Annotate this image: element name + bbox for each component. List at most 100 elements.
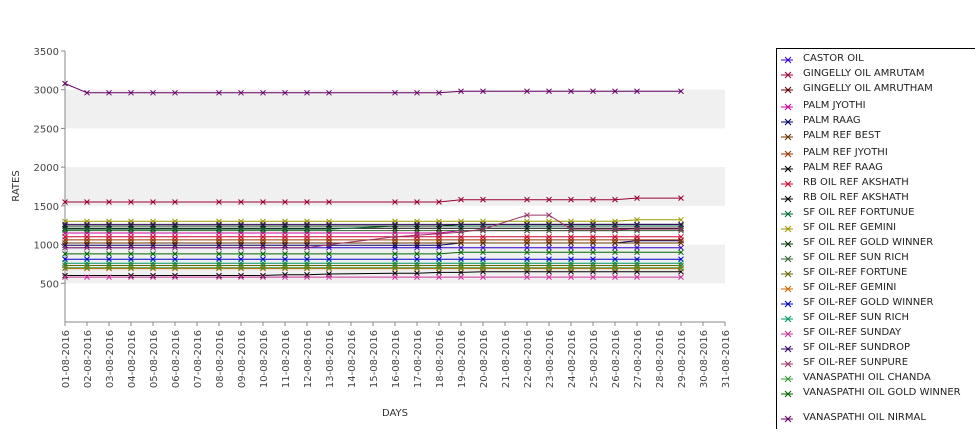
data-point [480, 196, 486, 203]
data-point [128, 89, 134, 96]
data-point [150, 251, 156, 257]
data-point [678, 249, 684, 256]
data-point [414, 232, 420, 239]
data-point [150, 233, 156, 240]
y-tick-label: 2000 [34, 163, 59, 174]
data-point [216, 223, 222, 229]
data-point [304, 251, 310, 257]
data-point [612, 260, 618, 267]
data-point [282, 199, 288, 205]
data-point [326, 274, 332, 280]
legend-marker [781, 195, 793, 203]
data-point [568, 265, 574, 272]
data-point [216, 274, 222, 280]
data-point [436, 251, 442, 257]
data-point [590, 249, 596, 256]
data-point [304, 227, 310, 234]
data-point [612, 249, 618, 256]
data-point [678, 244, 684, 251]
data-point [458, 274, 464, 280]
legend-x-mark [784, 71, 792, 79]
data-point [62, 274, 68, 280]
data-point [260, 260, 266, 267]
data-point [326, 260, 332, 267]
data-point [260, 221, 266, 228]
data-point [282, 242, 288, 249]
data-point [282, 233, 288, 240]
legend-x-mark [784, 118, 792, 126]
data-point [634, 265, 640, 272]
x-tick-label: 21-08-2016 [501, 330, 512, 388]
data-point [546, 244, 552, 251]
data-point [216, 89, 222, 96]
data-point [150, 260, 156, 267]
data-point [480, 227, 486, 234]
data-point [84, 260, 90, 267]
data-point [392, 265, 398, 272]
data-point [62, 272, 68, 279]
data-point [84, 242, 90, 249]
data-point [62, 199, 68, 205]
data-point [612, 221, 618, 228]
legend-marker [781, 375, 793, 383]
data-point [238, 260, 244, 267]
data-point [128, 251, 134, 257]
legend-marker [781, 415, 793, 423]
data-point [568, 226, 574, 232]
legend-marker [781, 71, 793, 79]
data-point [546, 233, 552, 240]
legend-marker [781, 180, 793, 188]
x-tick-label: 09-08-2016 [237, 330, 248, 388]
data-point [524, 88, 530, 95]
data-point [150, 223, 156, 229]
data-point [172, 242, 178, 249]
data-point [392, 244, 398, 251]
legend-marker [781, 330, 793, 338]
data-point [458, 249, 464, 256]
x-tick-label: 16-08-2016 [391, 330, 402, 388]
x-tick-label: 10-08-2016 [259, 330, 270, 388]
data-point [436, 242, 442, 249]
legend-marker [781, 165, 793, 173]
x-tick-label: 06-08-2016 [171, 330, 182, 388]
data-point [458, 265, 464, 272]
data-point [612, 226, 618, 232]
legend-x-mark [784, 195, 792, 203]
data-point [282, 89, 288, 96]
data-point [414, 227, 420, 234]
data-point [326, 265, 332, 272]
data-point [458, 221, 464, 228]
data-point [590, 264, 596, 271]
data-point [304, 271, 310, 278]
data-point [678, 233, 684, 240]
data-point [568, 227, 574, 234]
data-point [84, 265, 90, 272]
data-point [304, 242, 310, 249]
data-point [106, 233, 112, 240]
data-point [260, 272, 266, 279]
data-point [480, 274, 486, 280]
legend-marker [781, 315, 793, 323]
data-point [326, 242, 332, 249]
data-point [524, 265, 530, 272]
data-point [128, 233, 134, 240]
data-point [150, 264, 156, 271]
data-point [414, 223, 420, 229]
data-point [436, 89, 442, 96]
legend-x-mark [784, 360, 792, 368]
data-point [106, 242, 112, 249]
data-point [128, 221, 134, 228]
data-point [128, 265, 134, 272]
legend-x-mark [784, 415, 792, 423]
x-axis-title: DAYS [382, 408, 408, 419]
series-line [65, 214, 681, 249]
legend-marker [781, 150, 793, 158]
data-point [546, 264, 552, 271]
data-point [392, 264, 398, 271]
data-point [436, 223, 442, 229]
legend-marker [781, 345, 793, 353]
legend-x-mark [784, 165, 792, 173]
data-point [414, 251, 420, 257]
legend-x-mark [784, 375, 792, 383]
data-point [106, 260, 112, 267]
